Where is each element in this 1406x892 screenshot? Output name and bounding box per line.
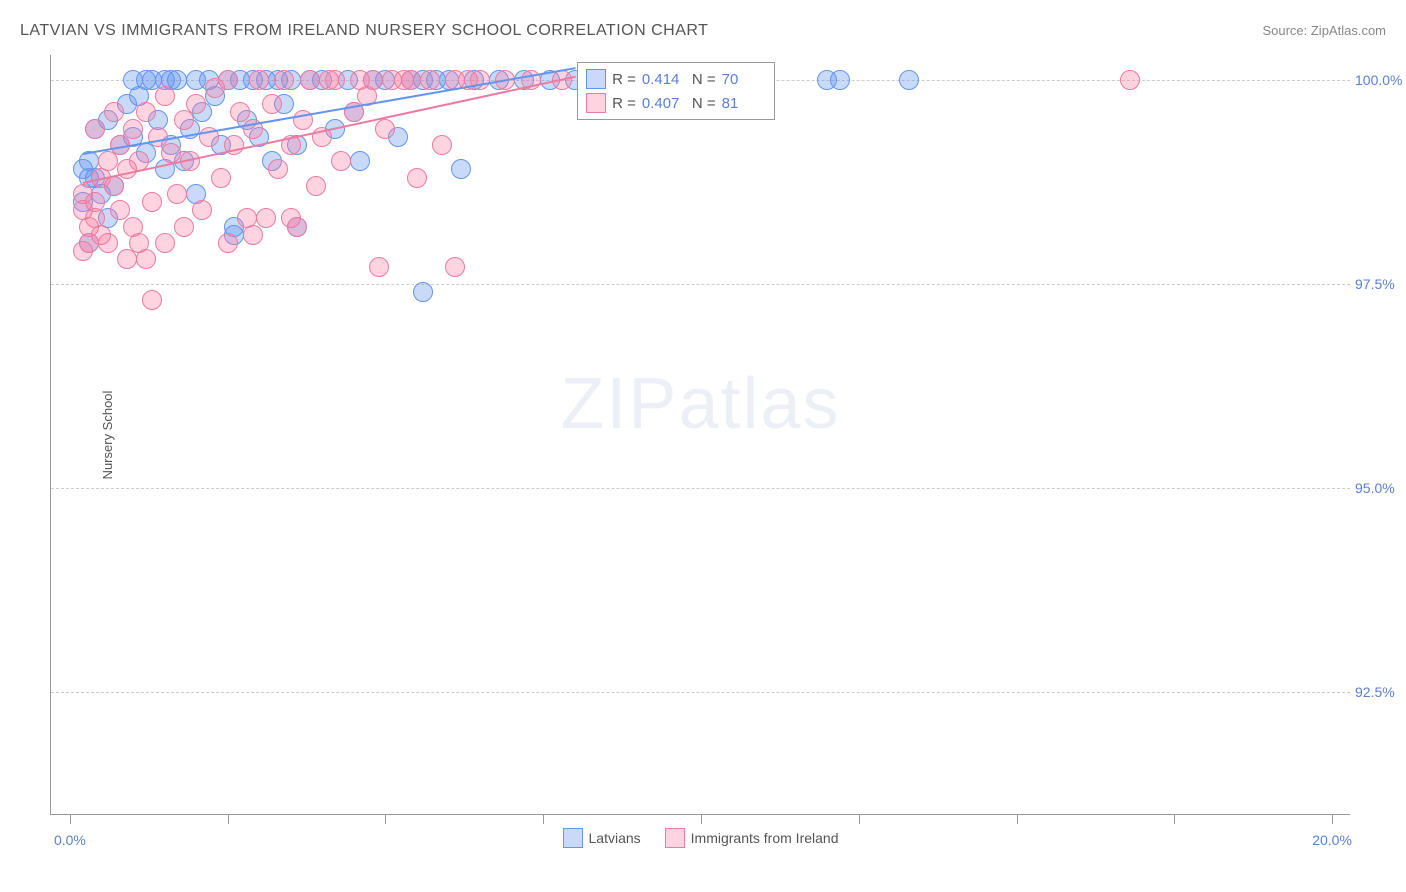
source-attribution: Source: ZipAtlas.com [1262,23,1386,38]
x-tick [70,814,71,824]
legend-item: Immigrants from Ireland [665,828,839,848]
scatter-point [375,119,395,139]
y-axis-label: Nursery School [100,390,115,479]
x-tick [1332,814,1333,824]
x-tick [385,814,386,824]
scatter-point [142,290,162,310]
scatter-point [432,135,452,155]
scatter-point [155,86,175,106]
scatter-point [451,159,471,179]
legend-swatch [586,93,606,113]
scatter-point [350,151,370,171]
scatter-point [98,233,118,253]
scatter-point [243,225,263,245]
stat-r-label: R = [612,71,636,88]
stat-r-value: 0.414 [642,71,686,88]
scatter-point [142,192,162,212]
scatter-point [211,168,231,188]
x-tick [701,814,702,824]
y-tick-label: 97.5% [1355,276,1406,292]
scatter-point [98,151,118,171]
legend-label: Immigrants from Ireland [691,830,839,846]
chart-title: LATVIAN VS IMMIGRANTS FROM IRELAND NURSE… [20,22,708,40]
scatter-point [249,70,269,90]
legend-swatch [563,828,583,848]
scatter-point [155,233,175,253]
scatter-point [85,119,105,139]
scatter-point [192,200,212,220]
scatter-point [136,102,156,122]
x-tick [859,814,860,824]
x-tick [1174,814,1175,824]
correlation-stat-box: R = 0.414 N = 70 R = 0.407 N = 81 [577,62,775,120]
scatter-point [262,94,282,114]
stat-n-value: 70 [722,71,766,88]
scatter-point [136,70,156,90]
y-tick-label: 92.5% [1355,684,1406,700]
scatter-point [123,119,143,139]
scatter-point [161,143,181,163]
scatter-point [445,257,465,277]
stat-n-value: 81 [722,95,766,112]
scatter-point [274,70,294,90]
scatter-point [331,151,351,171]
legend-swatch [665,828,685,848]
scatter-point [117,249,137,269]
scatter-point [413,282,433,302]
legend-label: Latvians [589,830,641,846]
scatter-point [407,168,427,188]
stat-r-value: 0.407 [642,95,686,112]
y-tick-label: 95.0% [1355,480,1406,496]
legend-bottom: Latvians Immigrants from Ireland [563,828,839,848]
scatter-point [300,70,320,90]
stat-row: R = 0.414 N = 70 [586,67,766,91]
title-row: LATVIAN VS IMMIGRANTS FROM IRELAND NURSE… [20,22,1386,40]
scatter-point [167,184,187,204]
stat-row: R = 0.407 N = 81 [586,91,766,115]
scatter-point [1120,70,1140,90]
scatter-point [256,208,276,228]
scatter-point [401,70,421,90]
scatter-point [899,70,919,90]
scatter-point [306,176,326,196]
scatter-point [420,70,440,90]
scatter-point [268,159,288,179]
stat-n-label: N = [692,71,716,88]
x-tick [228,814,229,824]
scatter-point [281,208,301,228]
scatter-point [129,233,149,253]
scatter-point [830,70,850,90]
scatter-point [218,233,238,253]
gridline [51,284,1350,285]
gridline [51,692,1350,693]
scatter-point [73,241,93,261]
scatter-point [174,217,194,237]
scatter-point [174,110,194,130]
stat-n-label: N = [692,95,716,112]
scatter-point [369,257,389,277]
x-tick-label: 0.0% [54,832,86,848]
scatter-point [186,94,206,114]
scatter-point [218,70,238,90]
x-tick [1017,814,1018,824]
gridline [51,488,1350,489]
stat-r-label: R = [612,95,636,112]
x-tick [543,814,544,824]
legend-item: Latvians [563,828,641,848]
watermark: ZIPatlas [560,363,840,445]
legend-swatch [586,69,606,89]
y-tick-label: 100.0% [1355,72,1406,88]
scatter-plot-area: Nursery School ZIPatlas LatviansImmigran… [50,55,1350,815]
scatter-point [104,102,124,122]
scatter-point [319,70,339,90]
x-tick-label: 20.0% [1312,832,1352,848]
